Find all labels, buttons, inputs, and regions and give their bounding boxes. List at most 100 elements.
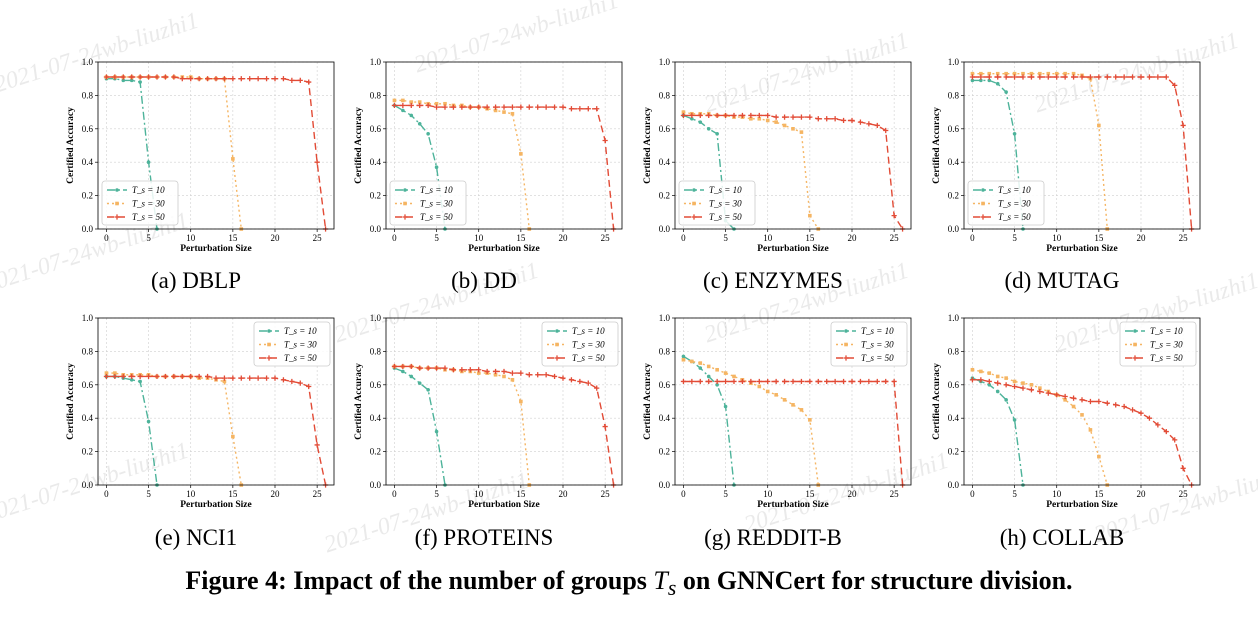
x-tick-label: 5 bbox=[146, 489, 151, 499]
data-point-plus bbox=[476, 104, 482, 110]
data-point-plus bbox=[568, 106, 575, 112]
data-point-square bbox=[1021, 71, 1025, 76]
data-point-plus bbox=[1087, 74, 1094, 80]
data-point-plus bbox=[171, 373, 177, 380]
data-point-circle bbox=[995, 81, 1000, 86]
data-point-plus bbox=[1163, 428, 1169, 435]
data-point-plus bbox=[554, 355, 560, 361]
legend-label: T_s = 30 bbox=[1150, 340, 1183, 350]
data-point-plus bbox=[866, 378, 872, 385]
data-point-plus bbox=[188, 76, 194, 82]
data-point-plus bbox=[162, 74, 169, 80]
data-point-square bbox=[493, 108, 498, 113]
data-point-square bbox=[970, 71, 975, 76]
x-tick-label: 15 bbox=[228, 233, 238, 243]
data-point-plus bbox=[995, 74, 1001, 80]
data-point-plus bbox=[297, 77, 303, 83]
x-tick-label: 10 bbox=[763, 489, 773, 499]
y-tick-label: 0.0 bbox=[659, 480, 671, 490]
data-point-plus bbox=[391, 363, 398, 370]
data-point-plus bbox=[467, 367, 473, 373]
data-point-plus bbox=[1129, 407, 1136, 413]
data-point-plus bbox=[112, 373, 118, 380]
legend-label: T_s = 50 bbox=[998, 212, 1031, 222]
subplot-caption: (e) NCI1 bbox=[155, 525, 237, 550]
y-axis-label: Certified Accuracy bbox=[354, 107, 364, 184]
data-point-square bbox=[987, 71, 992, 76]
figure-caption-prefix: Figure 4: Impact of the number of groups bbox=[185, 566, 654, 595]
data-point-plus bbox=[391, 102, 398, 109]
data-point-plus bbox=[815, 116, 821, 122]
data-point-square bbox=[791, 403, 795, 407]
data-point-plus bbox=[103, 74, 110, 80]
data-point-plus bbox=[467, 104, 473, 110]
data-point-plus bbox=[280, 76, 287, 82]
x-tick-label: 10 bbox=[763, 233, 773, 243]
data-point-plus bbox=[162, 373, 169, 380]
data-point-plus bbox=[230, 375, 236, 381]
y-tick-label: 0.4 bbox=[82, 157, 94, 167]
data-point-plus bbox=[400, 102, 406, 109]
data-point-plus bbox=[824, 378, 830, 385]
x-tick-label: 25 bbox=[313, 489, 323, 499]
plot-frame bbox=[674, 61, 912, 230]
x-tick-label: 15 bbox=[805, 233, 815, 243]
data-point-plus bbox=[1138, 410, 1144, 416]
data-point-square bbox=[222, 379, 227, 384]
legend-box bbox=[541, 321, 619, 367]
y-tick-label: 1.0 bbox=[659, 57, 671, 67]
series-line bbox=[106, 372, 242, 486]
data-point-square bbox=[808, 213, 812, 218]
legend-label: T_s = 30 bbox=[284, 340, 317, 350]
data-point-circle bbox=[403, 188, 407, 192]
data-point-square bbox=[267, 342, 271, 347]
data-point-circle bbox=[698, 366, 703, 370]
x-tick-label: 20 bbox=[271, 233, 281, 243]
data-point-plus bbox=[1146, 74, 1153, 80]
data-point-circle bbox=[987, 383, 992, 387]
data-point-plus bbox=[492, 368, 499, 375]
data-point-plus bbox=[204, 373, 211, 380]
data-point-square bbox=[1038, 71, 1042, 76]
data-point-circle bbox=[426, 132, 430, 136]
data-point-plus bbox=[272, 375, 278, 381]
legend-label: T_s = 30 bbox=[709, 199, 742, 209]
data-point-plus bbox=[1062, 393, 1068, 400]
x-tick-label: 15 bbox=[516, 233, 526, 243]
y-tick-label: 1.0 bbox=[948, 313, 960, 323]
legend-label: T_s = 10 bbox=[284, 326, 317, 336]
data-point-plus bbox=[425, 365, 431, 371]
legend: T_s = 10 T_s = 30 T_s = 50 bbox=[678, 180, 756, 226]
data-point-plus bbox=[1104, 74, 1110, 80]
x-tick-label: 0 bbox=[104, 489, 109, 499]
data-point-plus bbox=[476, 367, 482, 373]
data-point-plus bbox=[314, 159, 320, 165]
legend-label: T_s = 50 bbox=[284, 353, 317, 363]
x-tick-label: 20 bbox=[848, 233, 858, 243]
data-point-circle bbox=[1004, 398, 1008, 402]
y-tick-label: 0.2 bbox=[948, 447, 959, 457]
data-point-plus bbox=[103, 373, 110, 380]
data-point-plus bbox=[137, 74, 143, 80]
data-point-plus bbox=[492, 104, 499, 110]
y-tick-label: 0.2 bbox=[82, 191, 93, 201]
data-point-plus bbox=[866, 121, 872, 127]
plot-frame bbox=[97, 317, 335, 486]
data-point-circle bbox=[995, 389, 1000, 394]
data-point-plus bbox=[255, 76, 261, 82]
data-point-circle bbox=[409, 374, 414, 379]
y-tick-label: 0.2 bbox=[370, 447, 381, 457]
data-point-plus bbox=[1003, 382, 1009, 388]
y-tick-label: 0.4 bbox=[948, 413, 960, 423]
chart-panel: 0.0 0.2 0.4 0.6 0.8 1.0 0 5 10 15 20 25 Perturbation… bbox=[643, 313, 912, 550]
data-point-plus bbox=[402, 214, 408, 220]
x-tick-label: 20 bbox=[1137, 233, 1147, 243]
y-tick-label: 0.6 bbox=[659, 380, 671, 390]
x-axis-label: Perturbation Size bbox=[468, 244, 540, 254]
data-point-circle bbox=[715, 132, 719, 136]
data-point-plus bbox=[179, 373, 185, 380]
y-axis-label: Certified Accuracy bbox=[932, 107, 942, 184]
data-point-square bbox=[434, 101, 439, 106]
series-line bbox=[394, 365, 615, 486]
